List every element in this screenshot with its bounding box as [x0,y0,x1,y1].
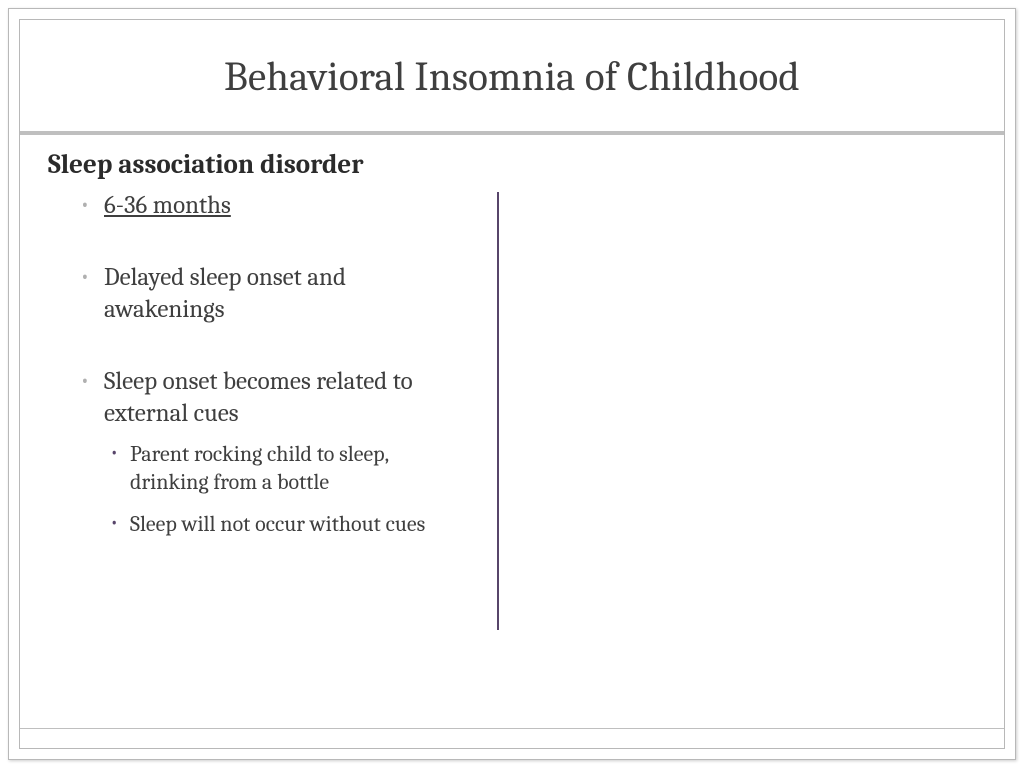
slide-subtitle: Sleep association disorder [20,149,1004,190]
sub-bullet-list: Parent rocking child to sleep, drinking … [104,440,462,538]
list-item: Parent rocking child to sleep, drinking … [104,440,462,496]
bullet-text: Parent rocking child to sleep, drinking … [130,441,388,495]
slide-inner-frame: Behavioral Insomnia of Childhood Sleep a… [19,19,1005,749]
list-item: 6-36 months [76,190,462,222]
title-section: Behavioral Insomnia of Childhood [20,20,1004,131]
bullet-text: 6-36 months [104,191,231,220]
bullet-text: Delayed sleep onset and awakenings [104,263,346,324]
bottom-bar [20,728,1004,748]
slide-outer-frame: Behavioral Insomnia of Childhood Sleep a… [8,8,1016,760]
bullet-text: Sleep will not occur without cues [130,511,425,537]
list-item: Sleep onset becomes related to external … [76,366,462,538]
slide-title: Behavioral Insomnia of Childhood [40,54,984,101]
column-separator [497,192,499,630]
content-area: Sleep association disorder 6-36 months D… [20,135,1004,728]
bullet-list: 6-36 months Delayed sleep onset and awak… [76,190,462,538]
bullet-text: Sleep onset becomes related to external … [104,367,413,428]
two-column-layout: 6-36 months Delayed sleep onset and awak… [20,190,1004,538]
list-item: Delayed sleep onset and awakenings [76,262,462,326]
left-column: 6-36 months Delayed sleep onset and awak… [20,190,478,538]
list-item: Sleep will not occur without cues [104,510,462,538]
